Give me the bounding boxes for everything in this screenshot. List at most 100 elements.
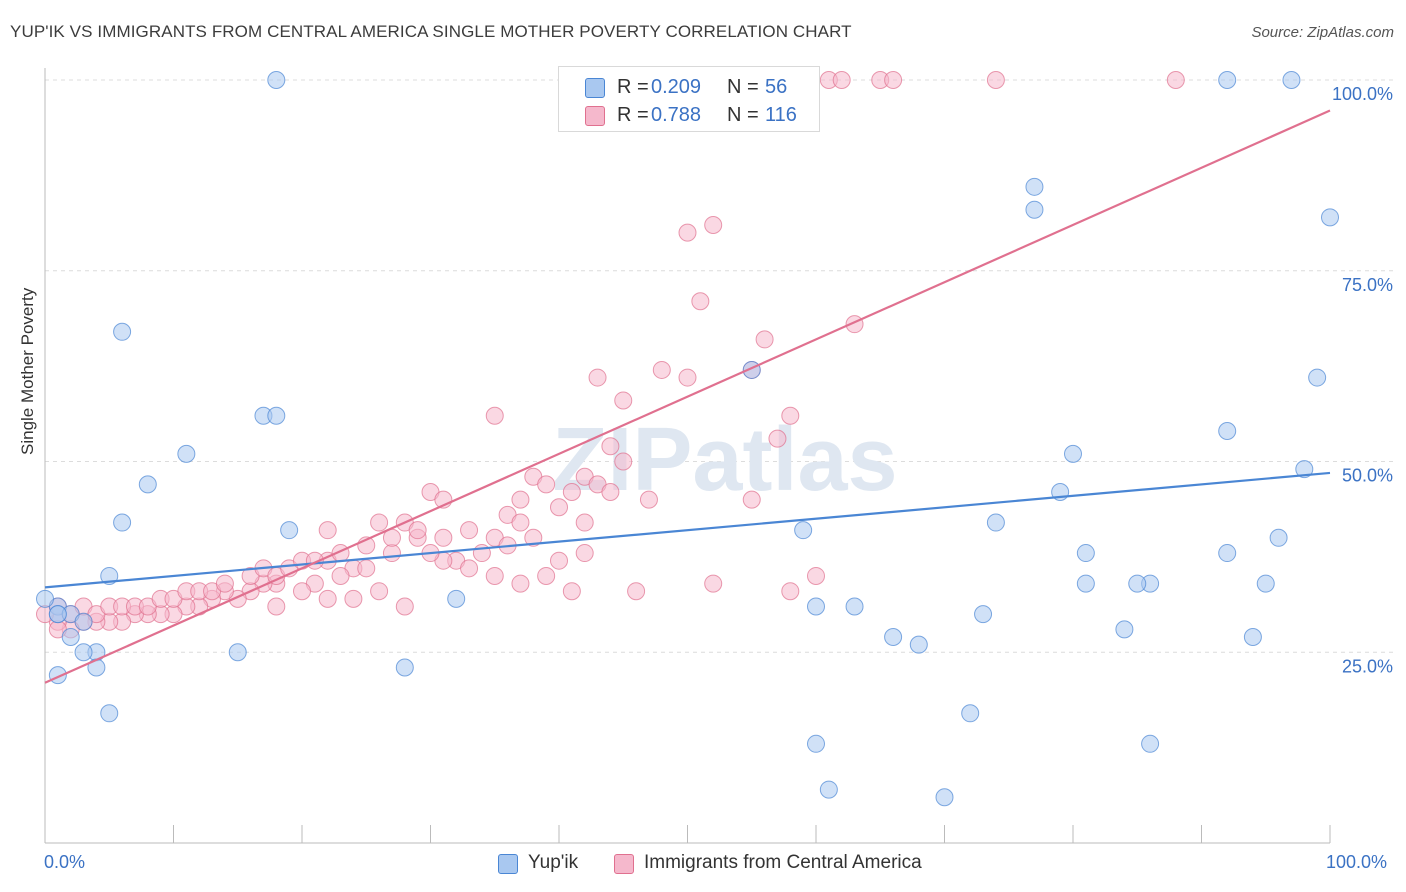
yupik-point <box>113 513 132 532</box>
central-america-swatch <box>614 854 634 874</box>
central-america-point <box>511 490 530 509</box>
central-america-point <box>691 292 710 311</box>
yupik-point <box>74 643 93 662</box>
n-label: N = <box>727 76 759 98</box>
central-america-point <box>768 429 787 448</box>
central-america-point <box>215 574 234 593</box>
yupik-point <box>974 605 993 624</box>
central-america-point <box>460 521 479 540</box>
central-america-point <box>485 406 504 425</box>
central-america-point <box>884 71 903 89</box>
central-america-point <box>588 368 607 387</box>
yupik-point <box>74 612 93 631</box>
central-america-point <box>575 544 594 563</box>
yupik-point <box>1282 71 1301 89</box>
yupik-point <box>1076 574 1095 593</box>
yupik-point <box>935 788 954 807</box>
legend-label: Immigrants from Central America <box>644 852 922 873</box>
x-tick-label-min: 0.0% <box>44 852 86 872</box>
central-america-point <box>460 559 479 578</box>
yupik-trend-line <box>44 471 1331 589</box>
stats-box: R = 0.209 N = 56 R = 0.788 N = 116 <box>558 66 820 132</box>
yupik-point <box>909 635 928 654</box>
yupik-point <box>1128 574 1147 593</box>
yupik-point <box>807 734 825 753</box>
central-america-point <box>575 513 594 532</box>
central-america-point <box>742 490 761 509</box>
yupik-point <box>845 597 864 616</box>
r-label: R = <box>617 104 649 126</box>
chart-title: YUP'IK VS IMMIGRANTS FROM CENTRAL AMERIC… <box>10 22 852 41</box>
grid-lines <box>45 79 1395 653</box>
yupik-point <box>1218 544 1237 563</box>
yupik-point <box>1218 71 1237 89</box>
yupik-point <box>100 704 119 723</box>
yupik-point <box>794 521 813 540</box>
n-value: 116 <box>765 104 797 126</box>
yupik-point <box>1141 734 1160 753</box>
central-america-point <box>293 582 311 601</box>
central-america-point <box>832 71 851 89</box>
yupik-point <box>61 627 80 646</box>
central-america-point <box>537 475 556 494</box>
central-america-point <box>370 582 389 601</box>
y-tick-label: 100.0% <box>1332 84 1393 104</box>
central-america-point <box>562 483 581 502</box>
yupik-point <box>1025 200 1044 219</box>
central-america-point <box>755 330 774 349</box>
yupik-point <box>48 605 67 624</box>
yupik-point <box>447 589 466 608</box>
central-america-point <box>537 566 556 585</box>
yupik-point <box>1295 460 1314 479</box>
n-value: 56 <box>765 76 788 98</box>
central-america-point <box>627 582 646 601</box>
central-america-point <box>550 498 568 517</box>
central-america-point <box>511 513 530 532</box>
yupik-point <box>819 780 838 799</box>
central-america-point <box>639 490 658 509</box>
n-label: N = <box>727 104 759 126</box>
central-america-point <box>370 513 389 532</box>
central-america-swatch <box>585 106 605 126</box>
yupik-point <box>884 627 903 646</box>
yupik-point <box>1076 544 1095 563</box>
yupik-point <box>986 513 1005 532</box>
r-label: R = <box>617 76 649 98</box>
r-value: 0.788 <box>651 104 702 126</box>
yupik-point <box>1308 368 1327 387</box>
yupik-point <box>1321 208 1339 227</box>
central-america-point <box>395 597 414 616</box>
yupik-swatch <box>585 78 605 98</box>
central-america-point <box>704 574 723 593</box>
central-america-point <box>357 559 376 578</box>
yupik-point <box>177 444 196 463</box>
legend-label: Yup'ik <box>528 852 579 873</box>
yupik-point <box>1115 620 1134 639</box>
axes <box>44 68 1331 844</box>
central-america-point <box>318 589 337 608</box>
y-tick-label: 25.0% <box>1342 656 1393 676</box>
central-america-point <box>704 215 723 234</box>
yupik-point <box>1269 528 1288 547</box>
central-america-point <box>601 437 620 456</box>
yupik-point <box>36 589 54 608</box>
yupik-point <box>267 71 286 89</box>
yupik-point <box>395 658 414 677</box>
central-america-point <box>781 582 800 601</box>
central-america-point <box>652 360 671 379</box>
central-america-point <box>344 589 363 608</box>
central-america-point <box>267 597 286 616</box>
central-america-point <box>986 71 1005 89</box>
yupik-point <box>280 521 299 540</box>
central-america-point <box>678 368 697 387</box>
central-america-point <box>318 521 337 540</box>
r-value: 0.209 <box>651 76 702 98</box>
central-america-point <box>524 528 543 547</box>
central-america-point <box>434 528 453 547</box>
central-america-point <box>601 483 620 502</box>
x-tick-label-max: 100.0% <box>1326 852 1388 872</box>
central-america-point <box>781 406 800 425</box>
central-america-point <box>1166 71 1185 89</box>
y-tick-label: 75.0% <box>1342 275 1393 295</box>
